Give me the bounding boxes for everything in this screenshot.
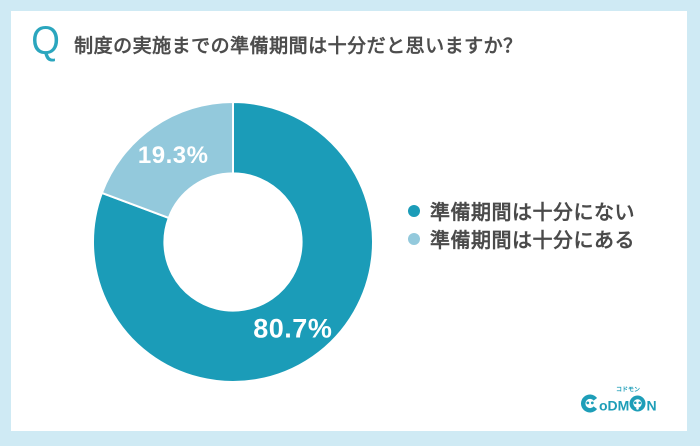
logo-c-face-icon	[581, 394, 598, 413]
legend-item-not-enough: 準備期間は十分にない	[408, 199, 635, 224]
codmon-logo: コドモン oDM N	[581, 384, 667, 416]
legend-label: 準備期間は十分にない	[430, 202, 635, 224]
q-icon: Q	[31, 19, 60, 63]
donut-chart: 80.7% 19.3%	[92, 100, 374, 383]
legend-dot-dark-teal	[408, 204, 420, 217]
codmon-logo-graphic: コドモン oDM N	[581, 387, 657, 413]
donut-data-label-0: 80.7%	[253, 313, 332, 343]
legend-label: 準備期間は十分にある	[430, 230, 635, 252]
question-header: Q 制度の実施までの準備期間は十分だと思いますか？	[30, 21, 523, 61]
chart-legend: 準備期間は十分にない 準備期間は十分にある	[408, 199, 635, 252]
logo-o-face-icon	[629, 395, 646, 412]
logo-katakana-text: コドモン	[616, 387, 640, 394]
legend-item-enough: 準備期間は十分にある	[408, 227, 635, 252]
donut-data-label-1: 19.3%	[138, 142, 209, 169]
logo-odm-text: oDM	[599, 397, 629, 413]
donut-slice-1	[100, 100, 234, 220]
logo-n-text: N	[647, 397, 657, 413]
donut-slice-0	[92, 100, 374, 383]
legend-dot-light-blue	[408, 232, 420, 245]
question-title: 制度の実施までの準備期間は十分だと思いますか？	[74, 35, 523, 57]
card: Q 制度の実施までの準備期間は十分だと思いますか？ 80.7% 19.3% 準備期…	[11, 11, 687, 431]
